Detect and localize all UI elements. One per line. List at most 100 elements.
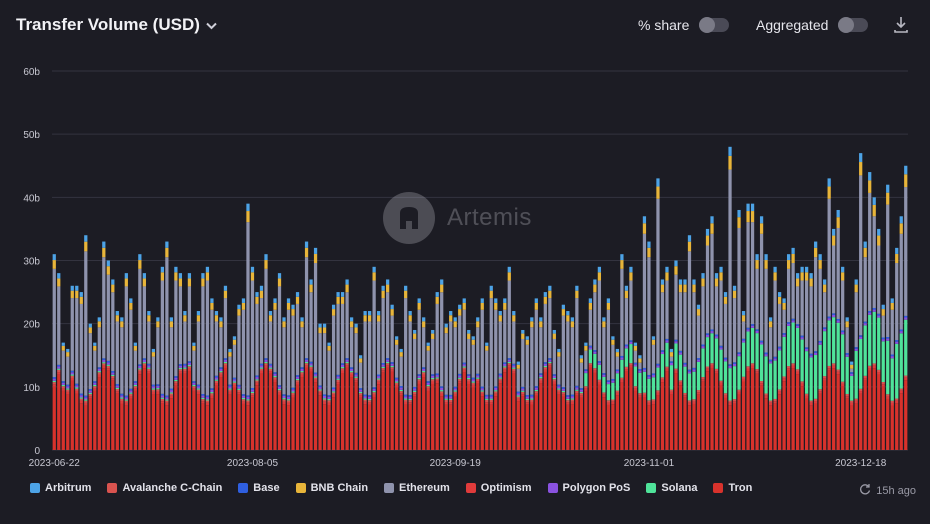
bar-segment (872, 363, 876, 366)
bar-segment (399, 387, 403, 390)
bar-segment (372, 387, 376, 389)
legend-item[interactable]: Solana (646, 482, 697, 494)
bar-segment (214, 379, 219, 381)
bar-segment (647, 376, 651, 379)
legend-item[interactable]: Base (238, 482, 280, 494)
bar-segment (363, 311, 367, 316)
legend-item[interactable]: Optimism (465, 482, 532, 494)
bar-segment (129, 390, 133, 393)
bar-segment (633, 362, 638, 365)
bar-segment (566, 400, 570, 403)
bar-segment (786, 268, 791, 323)
bar-segment (791, 263, 795, 319)
aggregated-toggle[interactable] (838, 17, 869, 33)
bar-segment (273, 376, 277, 378)
bar-segment (178, 371, 183, 374)
bar-segment (345, 279, 349, 285)
bar-segment (854, 347, 858, 349)
bar-segment (232, 336, 237, 340)
bar-segment (633, 364, 638, 367)
bar-segment (219, 374, 223, 378)
bar-segment (615, 352, 620, 357)
bar-segment (651, 339, 656, 345)
bar-segment (859, 388, 863, 392)
bar-segment (349, 327, 354, 368)
bar-segment (692, 403, 696, 450)
bar-segment (660, 379, 665, 383)
bar-segment (899, 333, 903, 389)
bar-segment (467, 381, 471, 384)
bar-segment (453, 386, 457, 389)
bar-segment (214, 385, 219, 450)
bar-segment (426, 382, 430, 385)
bar-segment (539, 327, 543, 374)
bar-segment (138, 268, 142, 365)
bar-segment (850, 372, 854, 374)
bar-segment (201, 395, 205, 398)
bar-segment (377, 321, 381, 375)
bar-segment (331, 315, 336, 388)
bar-segment (395, 377, 399, 380)
bar-segment (561, 387, 565, 389)
refresh-icon (859, 483, 871, 498)
bar-segment (566, 311, 570, 316)
bar-segment (647, 241, 651, 248)
legend-item[interactable]: Arbitrum (30, 482, 91, 494)
bar-segment (791, 368, 795, 450)
bar-segment (647, 400, 651, 403)
bar-segment (169, 388, 174, 391)
bar-segment (827, 318, 831, 321)
download-icon[interactable] (894, 16, 908, 34)
bar-segment (129, 392, 133, 394)
bar-segment (859, 339, 863, 389)
legend-item[interactable]: Avalanche C-Chain (107, 482, 222, 494)
bar-segment (750, 327, 755, 364)
bar-segment (106, 368, 110, 371)
legend-item[interactable]: Tron (713, 482, 752, 494)
bar-segment (881, 315, 885, 338)
share-toggle[interactable] (699, 17, 730, 33)
bar-segment (746, 211, 750, 223)
bar-segment (895, 263, 899, 341)
bar-segment (841, 386, 845, 450)
bar-segment (773, 358, 777, 361)
bar-segment (327, 400, 331, 403)
bar-segment (782, 378, 786, 382)
legend-item[interactable]: Polygon PoS (547, 482, 630, 494)
bar-segment (588, 309, 592, 346)
legend-item[interactable]: BNB Chain (295, 482, 368, 494)
bar-segment (872, 365, 876, 369)
bar-segment (219, 317, 223, 322)
bar-segment (534, 393, 538, 396)
bar-segment (854, 400, 858, 404)
bar-segment (372, 392, 376, 395)
bar-segment (273, 298, 277, 303)
bar-segment (741, 376, 746, 379)
bar-segment (462, 362, 466, 365)
legend-item[interactable]: Ethereum (384, 482, 450, 494)
bar-segment (624, 369, 629, 372)
bar-segment (516, 391, 520, 394)
bar-segment (687, 402, 692, 406)
bar-segment (593, 368, 597, 371)
bar-segment (422, 368, 426, 372)
bar-segment (498, 383, 502, 450)
bar-segment (741, 321, 746, 339)
bar-segment (714, 334, 719, 337)
bar-segment (138, 254, 142, 261)
bar-segment (809, 353, 813, 356)
bar-segment (471, 384, 475, 388)
metric-selector[interactable]: Transfer Volume (USD) (16, 15, 217, 35)
bar-segment (507, 280, 511, 359)
bar-segment (602, 397, 606, 450)
bar-segment (602, 373, 606, 375)
bar-segment (728, 402, 732, 406)
bar-segment (552, 375, 556, 378)
bar-segment (106, 364, 110, 366)
bar-segment (57, 286, 61, 365)
bar-segment (836, 322, 840, 370)
bar-segment (854, 350, 858, 399)
bar-segment (904, 317, 908, 320)
bar-segment (710, 233, 714, 330)
bar-segment (561, 388, 565, 391)
